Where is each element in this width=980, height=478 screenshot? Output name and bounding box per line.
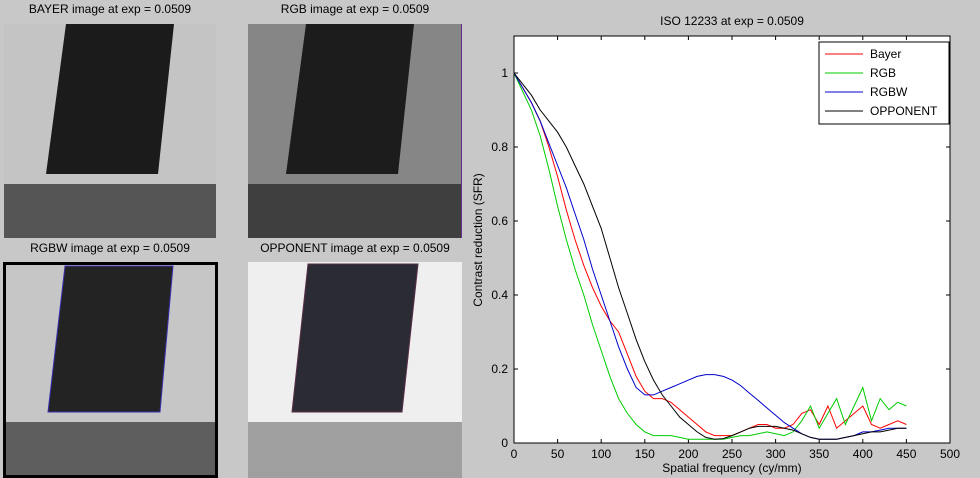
y-tick-label: 1: [501, 66, 508, 80]
x-tick-label: 500: [940, 447, 960, 461]
series-line-rgb: [513, 72, 907, 440]
rgb-image: [248, 24, 462, 238]
y-tick-label: 0.2: [491, 362, 508, 376]
y-tick-label: 0.6: [491, 214, 508, 228]
x-tick-label: 400: [853, 447, 873, 461]
bayer-image-title: BAYER image at exp = 0.0509: [28, 2, 192, 16]
rgbw-image-title: RGBW image at exp = 0.0509: [30, 241, 190, 255]
series-lines: [513, 72, 907, 440]
x-tick-label: 150: [635, 447, 655, 461]
y-tick-label: 0.4: [491, 288, 508, 302]
series-line-bayer: [513, 72, 907, 437]
x-tick-label: 450: [896, 447, 916, 461]
legend-label: RGB: [870, 66, 896, 80]
x-axis: 0 50 100 150 200 250 300 350 400 450 500: [511, 36, 960, 461]
legend-label: RGBW: [870, 85, 908, 99]
x-tick-label: 250: [722, 447, 742, 461]
x-tick-label: 0: [511, 447, 518, 461]
legend-label: Bayer: [870, 47, 901, 61]
bayer-image: [4, 24, 216, 238]
x-axis-label: Spatial frequency (cy/mm): [662, 461, 801, 475]
y-axis-label: Contrast reduction (SFR): [471, 173, 485, 306]
series-line-opponent: [513, 72, 907, 440]
sfr-line-chart: ISO 12233 at exp = 0.0509 0 50 100 150 200 25…: [471, 14, 960, 475]
y-tick-label: 0: [501, 436, 508, 450]
chart-title: ISO 12233 at exp = 0.0509: [660, 14, 804, 28]
x-tick-label: 300: [766, 447, 786, 461]
legend: Bayer RGB RGBW OPPONENT: [818, 41, 950, 125]
rgbw-image: [3, 262, 218, 478]
legend-box: [818, 41, 950, 125]
x-tick-label: 200: [678, 447, 698, 461]
opponent-image: [248, 262, 462, 478]
x-tick-label: 350: [809, 447, 829, 461]
x-tick-label: 100: [591, 447, 611, 461]
rgb-image-title: RGB image at exp = 0.0509: [280, 2, 430, 16]
opponent-image-title: OPPONENT image at exp = 0.0509: [260, 241, 450, 255]
legend-label: OPPONENT: [870, 104, 938, 118]
x-tick-label: 50: [551, 447, 565, 461]
y-tick-label: 0.8: [491, 140, 508, 154]
